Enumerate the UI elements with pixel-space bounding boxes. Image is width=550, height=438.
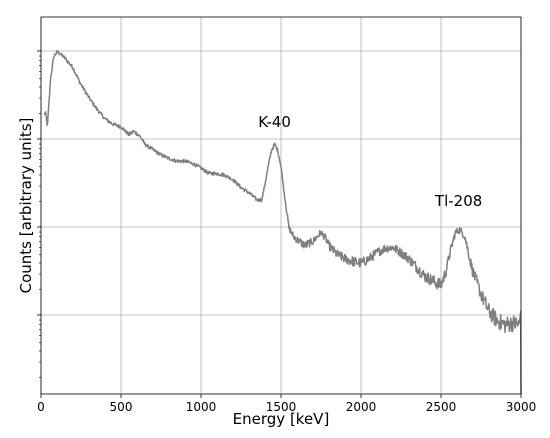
x-tick-label: 2000 [346, 400, 377, 414]
x-tick-label: 0 [37, 400, 45, 414]
annotation-k40: K-40 [258, 113, 291, 131]
y-axis-label: Counts [arbitrary units] [17, 118, 35, 294]
x-tick-label: 1000 [186, 400, 217, 414]
x-tick-label: 500 [110, 400, 133, 414]
x-tick-label: 3000 [506, 400, 537, 414]
annotation-tl208: Tl-208 [434, 192, 482, 210]
x-axis-label: Energy [keV] [233, 410, 330, 428]
x-tick-label: 2500 [426, 400, 457, 414]
